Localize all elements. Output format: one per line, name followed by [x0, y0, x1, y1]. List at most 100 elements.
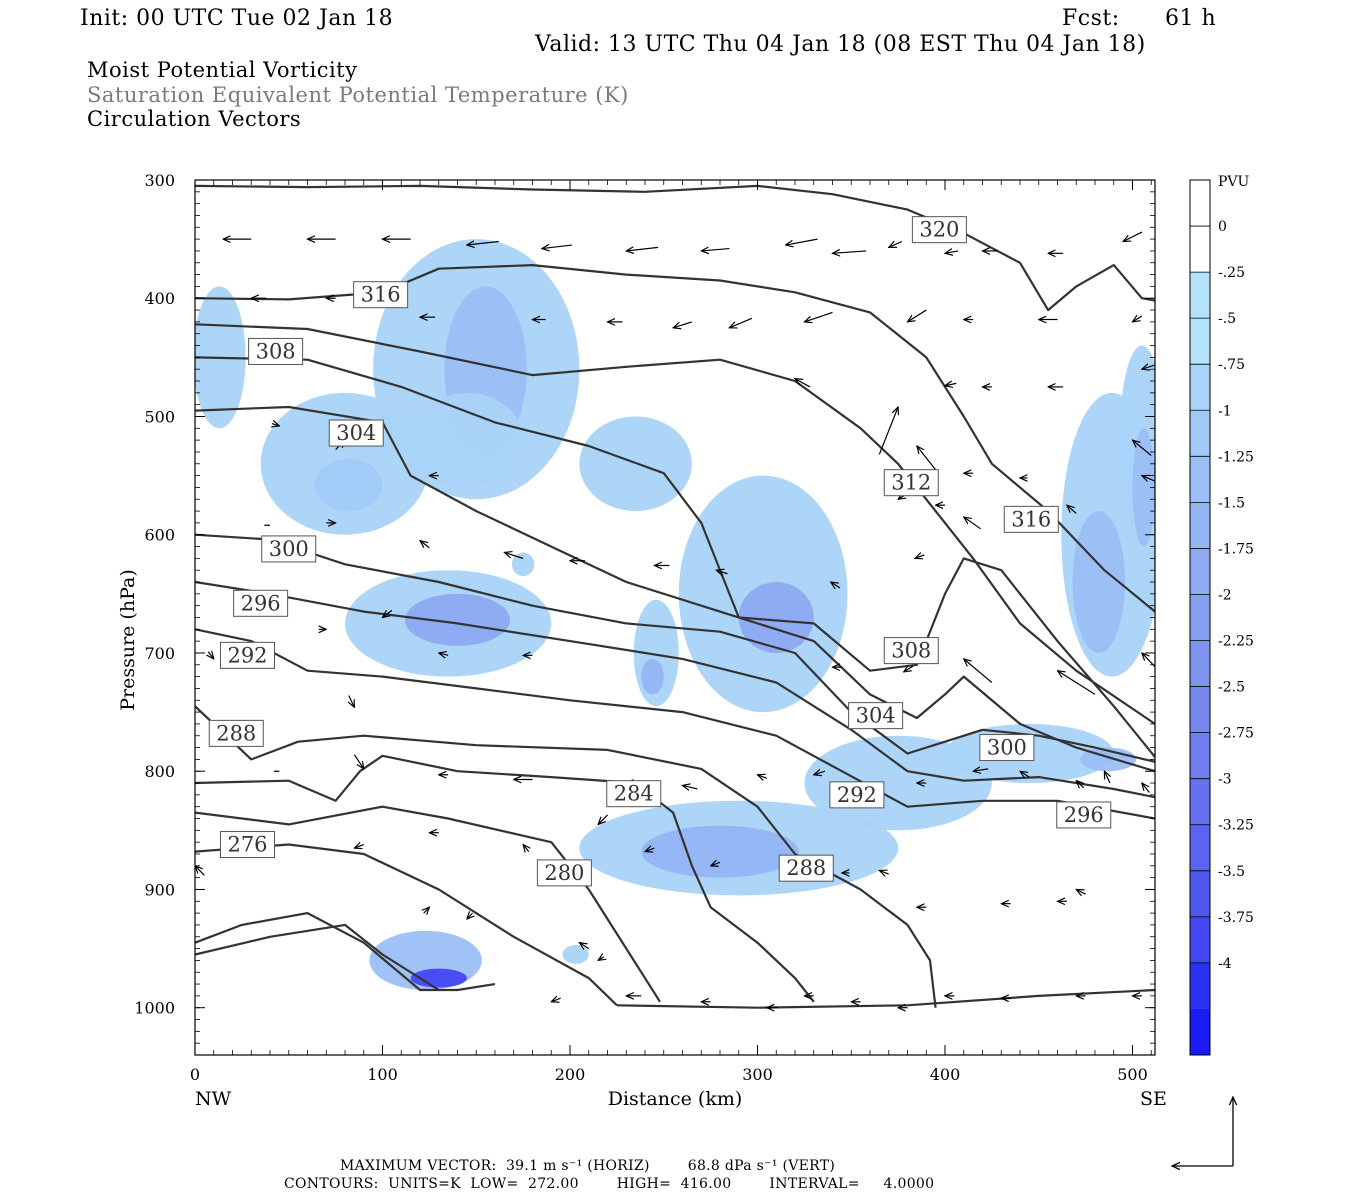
x-tick-0: 0 [190, 1065, 200, 1084]
init-time: Init: 00 UTC Tue 02 Jan 18 [80, 6, 394, 31]
vector-31 [1142, 364, 1155, 369]
colorbar-label-15: -3.75 [1218, 910, 1254, 926]
pv-region-15 [641, 825, 799, 878]
y-tick-600: 600 [144, 526, 175, 545]
plot-frame [194, 179, 1156, 1056]
colorbar-swatch-5 [1190, 410, 1210, 457]
vector-9 [889, 241, 903, 247]
vector-59 [904, 666, 914, 672]
x-end-label-right: SE [1140, 1088, 1167, 1110]
vector-3 [467, 241, 499, 245]
svg-text:308: 308 [891, 639, 931, 663]
vector-47 [420, 541, 430, 549]
vector-66 [353, 754, 363, 769]
vector-5 [626, 247, 659, 251]
colorbar-label-9: -2.25 [1218, 634, 1254, 650]
contour-label-288: 288 [778, 854, 834, 882]
vector-60 [964, 659, 993, 683]
svg-text:316: 316 [361, 283, 401, 307]
svg-text:316: 316 [1011, 507, 1051, 531]
svg-text:300: 300 [269, 537, 309, 561]
circulation-vectors [195, 231, 1155, 1008]
contour-label-284: 284 [606, 780, 662, 808]
colorbar-label-11: -2.75 [1218, 726, 1254, 742]
colorbar-swatch-9 [1190, 594, 1210, 641]
colorbar-swatch-13 [1190, 778, 1210, 825]
vector-94 [1076, 889, 1086, 894]
y-tick-1000: 1000 [134, 999, 175, 1018]
contour-line-276-18 [195, 843, 618, 1007]
contour-label-292: 292 [220, 641, 275, 669]
colorbar-label-4: -1 [1218, 403, 1232, 419]
x-tick-200: 200 [555, 1065, 586, 1084]
colorbar-label-12: -3 [1218, 772, 1232, 788]
pv-region-13 [511, 552, 535, 577]
vector-52 [831, 582, 841, 588]
colorbar-swatch-14 [1190, 824, 1210, 871]
y-axis-label: Pressure (hPa) [117, 569, 139, 711]
contour-label-304: 304 [328, 419, 384, 447]
vector-78 [1104, 771, 1110, 784]
vector-27 [795, 379, 811, 388]
forecast-label: Fcst: [1062, 6, 1120, 31]
vector-96 [424, 907, 430, 913]
colorbar-label-10: -2.5 [1218, 680, 1245, 696]
x-tick-100: 100 [367, 1065, 398, 1084]
svg-text:288: 288 [786, 856, 826, 880]
colorbar-label-5: -1.25 [1218, 449, 1254, 465]
pv-region-20 [1072, 511, 1125, 653]
contour-label-288: 288 [208, 719, 264, 747]
pv-region-22 [1132, 428, 1155, 547]
colorbar-label-0: 0 [1218, 219, 1227, 235]
y-tick-300: 300 [144, 171, 175, 190]
field-title-pv: Moist Potential Vorticity [87, 58, 358, 82]
colorbar-swatch-4 [1190, 364, 1210, 411]
svg-text:320: 320 [919, 218, 959, 242]
vector-77 [1076, 781, 1084, 788]
svg-text:284: 284 [614, 782, 654, 806]
colorbar-swatch-6 [1190, 456, 1210, 503]
svg-text:292: 292 [227, 643, 267, 667]
vector-99 [598, 957, 604, 961]
contour-label-308: 308 [248, 337, 304, 365]
colorbar-unit: PVU [1218, 174, 1250, 190]
colorbar-swatch-18 [1190, 1008, 1210, 1055]
vector-85 [598, 814, 608, 824]
y-tick-700: 700 [144, 644, 175, 663]
reference-vector [1172, 1097, 1233, 1166]
contour-label-276: 276 [220, 831, 275, 859]
svg-text:304: 304 [856, 704, 896, 728]
contour-label-300: 300 [979, 734, 1035, 762]
pv-region-8 [405, 593, 510, 646]
colorbar: 0 -.25 -.5 -.75 -1 -1.25 -1.5 -1.75 -2 -2.25 -2.5 -… [1189, 179, 1254, 1056]
vector-10 [945, 251, 959, 253]
vector-40 [964, 517, 981, 530]
colorbar-swatch-7 [1190, 502, 1210, 549]
vector-4 [542, 245, 572, 249]
svg-text:288: 288 [216, 721, 256, 745]
contour-line-unlabeled-19 [195, 912, 496, 992]
axes: 300 400 500 600 700 800 900 1000 0 100 200 300 400 50… [134, 171, 1155, 1084]
contour-labels: 320 316 316 312 308 308 304 304 300 300 296 296 292 2… [208, 216, 1112, 887]
contour-label-316: 316 [353, 281, 409, 309]
contour-label-316: 316 [1003, 505, 1059, 533]
x-tick-300: 300 [742, 1065, 773, 1084]
colorbar-label-7: -1.75 [1218, 541, 1254, 557]
vector-8 [833, 251, 867, 253]
vector-54 [383, 609, 393, 617]
pv-region-23 [562, 945, 589, 964]
maximum-vector-note: MAXIMUM VECTOR: 39.1 m s⁻¹ (HORIZ) 68.8 … [340, 1158, 836, 1174]
vector-33 [1142, 476, 1155, 488]
svg-text:304: 304 [336, 421, 376, 445]
colorbar-swatch-10 [1190, 640, 1210, 687]
vector-62 [1142, 653, 1155, 668]
vector-64 [349, 695, 355, 708]
vector-87 [711, 862, 721, 866]
contour-label-296: 296 [1056, 801, 1112, 829]
colorbar-label-16: -4 [1218, 956, 1232, 972]
contour-line-284-16 [195, 754, 815, 1003]
contour-line-292-12 [195, 628, 1155, 820]
colorbar-label-6: -1.5 [1218, 495, 1245, 511]
y-tick-500: 500 [144, 407, 175, 426]
